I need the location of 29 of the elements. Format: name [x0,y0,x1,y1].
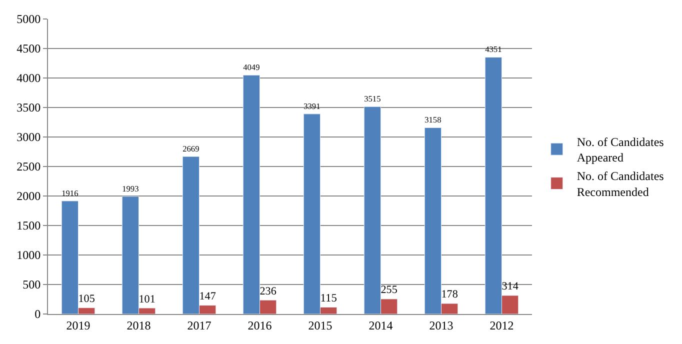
x-tick-label: 2018 [126,318,151,332]
y-tick-label: 5000 [16,12,41,26]
y-tick-label: 3500 [16,100,41,115]
legend-label: No. of Candidates Appeared [576,134,664,165]
y-tick-label: 4000 [16,71,41,86]
data-label: 314 [502,280,519,293]
y-tick-label: 3000 [16,130,41,144]
x-tick-label: 2013 [429,318,454,332]
data-label: 147 [199,290,216,303]
y-tick-label: 4500 [16,42,41,56]
y-tick-label: 500 [22,278,41,292]
x-tick-label: 2019 [66,318,90,332]
y-tick-label: 0 [34,307,41,322]
x-tick-label: 2016 [248,318,272,332]
data-label: 178 [441,288,458,301]
data-label: 105 [78,293,96,306]
y-tick-label: 2000 [16,189,41,204]
data-label: 255 [380,284,398,296]
data-label: 236 [260,285,277,298]
data-label: 101 [138,293,156,306]
y-tick-label: 1500 [16,218,41,233]
x-tick-label: 2012 [490,318,514,332]
x-tick-label: 2014 [368,318,393,332]
legend-label: No. of Candidates Recommended [576,169,664,199]
y-tick-label: 2500 [16,160,41,174]
x-tick-label: 2017 [187,318,212,332]
y-tick-label: 1000 [16,248,41,262]
x-tick-label: 2015 [308,318,332,332]
data-label: 115 [320,292,338,304]
